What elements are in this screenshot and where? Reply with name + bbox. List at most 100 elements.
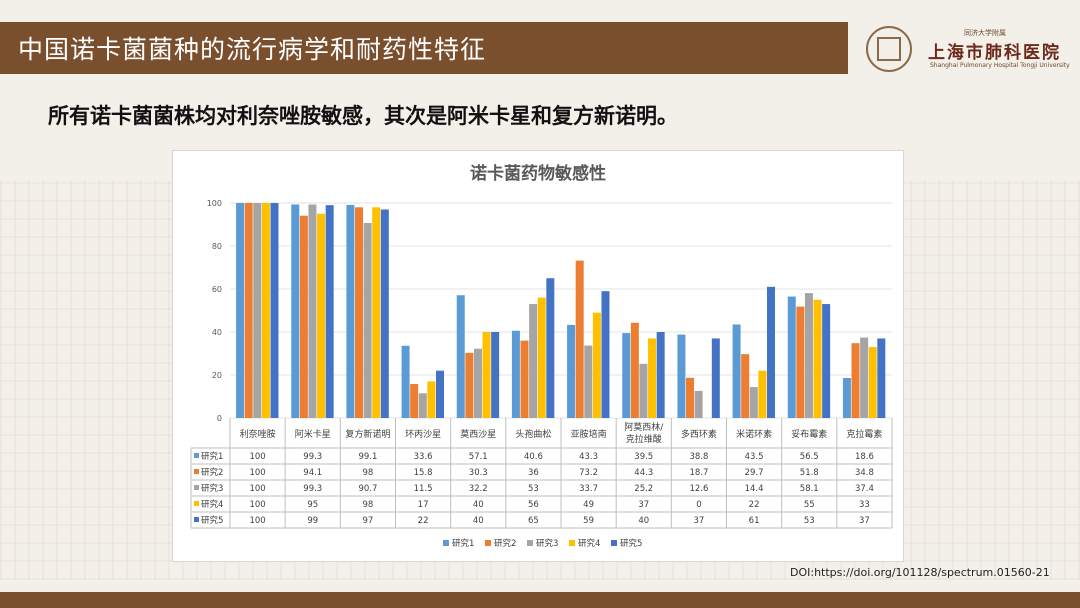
- data-label: 100: [249, 468, 265, 478]
- data-label: 56.5: [800, 452, 819, 462]
- category-label: 环丙沙星: [405, 429, 441, 440]
- bar: [482, 332, 491, 418]
- legend-swatch: [443, 540, 449, 546]
- category-label: 阿米卡星: [295, 428, 331, 440]
- bar: [418, 393, 427, 418]
- bar: [639, 363, 648, 418]
- data-label: 38.8: [689, 452, 708, 462]
- category-label: 复方新诺明: [345, 428, 390, 440]
- bar: [592, 312, 601, 418]
- legend-key: [194, 517, 199, 522]
- bar: [244, 203, 253, 418]
- bar: [372, 207, 381, 418]
- bar: [622, 333, 631, 418]
- legend-key: [194, 485, 199, 490]
- bar: [325, 205, 334, 418]
- series-label: 研究1: [201, 451, 223, 462]
- data-label: 59: [583, 516, 594, 526]
- bar: [584, 345, 593, 418]
- legend-swatch: [569, 540, 575, 546]
- bar: [804, 293, 813, 418]
- hospital-logo: 同济大学附属 上海市肺科医院 Shanghai Pulmonary Hospit…: [864, 24, 1074, 76]
- logo-top-text: 同济大学附属: [964, 29, 1006, 37]
- bar: [456, 295, 465, 418]
- data-label: 33.7: [579, 484, 598, 494]
- data-label: 43.5: [745, 452, 764, 462]
- data-label: 94.1: [303, 468, 322, 478]
- category-label: 多西环素: [681, 428, 717, 440]
- title-bar: [0, 22, 848, 74]
- data-label: 100: [249, 516, 265, 526]
- data-label: 100: [249, 484, 265, 494]
- bar: [787, 296, 796, 418]
- bar: [648, 338, 657, 418]
- bar: [529, 304, 538, 418]
- bar: [694, 390, 703, 418]
- bar: [741, 354, 750, 418]
- data-label: 53: [804, 516, 815, 526]
- bar: [270, 203, 279, 418]
- bar: [796, 306, 805, 418]
- bar: [261, 203, 270, 418]
- legend-swatch: [485, 540, 491, 546]
- data-label: 98: [363, 468, 374, 478]
- category-label: 头孢曲松: [515, 428, 551, 440]
- bar: [520, 340, 529, 418]
- data-label: 22: [749, 500, 760, 510]
- data-label: 44.3: [634, 468, 653, 478]
- data-label: 37: [859, 516, 870, 526]
- data-label: 17: [418, 500, 429, 510]
- data-label: 30.3: [469, 468, 488, 478]
- data-label: 51.8: [800, 468, 819, 478]
- data-label: 100: [249, 452, 265, 462]
- bar: [868, 347, 877, 418]
- data-label: 18.7: [689, 468, 708, 478]
- legend-label: 研究3: [536, 538, 558, 549]
- bar: [427, 381, 436, 418]
- y-tick-label: 60: [212, 285, 222, 294]
- bar: [537, 297, 546, 418]
- data-label: 37.4: [855, 484, 874, 494]
- data-label: 14.4: [745, 484, 764, 494]
- data-label: 61: [749, 516, 760, 526]
- data-label: 40.6: [524, 452, 543, 462]
- bar: [601, 291, 610, 418]
- legend-key: [194, 453, 199, 458]
- data-label: 95: [307, 500, 318, 510]
- legend-key: [194, 501, 199, 506]
- data-label: 40: [473, 516, 484, 526]
- data-label: 40: [638, 516, 649, 526]
- bar: [860, 337, 869, 418]
- bar: [758, 370, 767, 418]
- bar: [291, 204, 300, 418]
- data-label: 55: [804, 500, 815, 510]
- logo-english-name: Shanghai Pulmonary Hospital Tongji Unive…: [930, 62, 1070, 69]
- data-label: 65: [528, 516, 539, 526]
- data-label: 53: [528, 484, 539, 494]
- data-label: 73.2: [579, 468, 598, 478]
- bar: [677, 334, 686, 418]
- slide-subtitle: 所有诺卡菌菌株均对利奈唑胺敏感，其次是阿米卡星和复方新诺明。: [48, 103, 678, 128]
- chart-card: 诺卡菌药物敏感性 0 20 40 60 80 100 利奈唑胺 阿米卡星 复方新诺明 环丙沙星 莫西沙…: [172, 150, 904, 562]
- data-label: 29.7: [745, 468, 764, 478]
- data-label: 34.8: [855, 468, 874, 478]
- bar: [842, 378, 851, 418]
- bar: [401, 345, 410, 418]
- category-label: 亚胺培南: [571, 428, 607, 440]
- data-label: 22: [418, 516, 429, 526]
- category-label: 莫西沙星: [460, 428, 496, 440]
- bar: [822, 304, 831, 418]
- series-label: 研究3: [201, 483, 223, 494]
- bar: [732, 324, 741, 418]
- bar: [317, 213, 326, 418]
- bar: [308, 204, 317, 418]
- data-label: 33: [859, 500, 870, 510]
- data-label: 90.7: [358, 484, 377, 494]
- data-label: 11.5: [414, 484, 433, 494]
- doi-text: DOI:https://doi.org/101128/spectrum.0156…: [790, 566, 1050, 579]
- data-label: 37: [638, 500, 649, 510]
- data-label: 37: [694, 516, 705, 526]
- bar: [766, 286, 775, 418]
- bar: [380, 209, 389, 418]
- bottom-bar: [0, 592, 1080, 608]
